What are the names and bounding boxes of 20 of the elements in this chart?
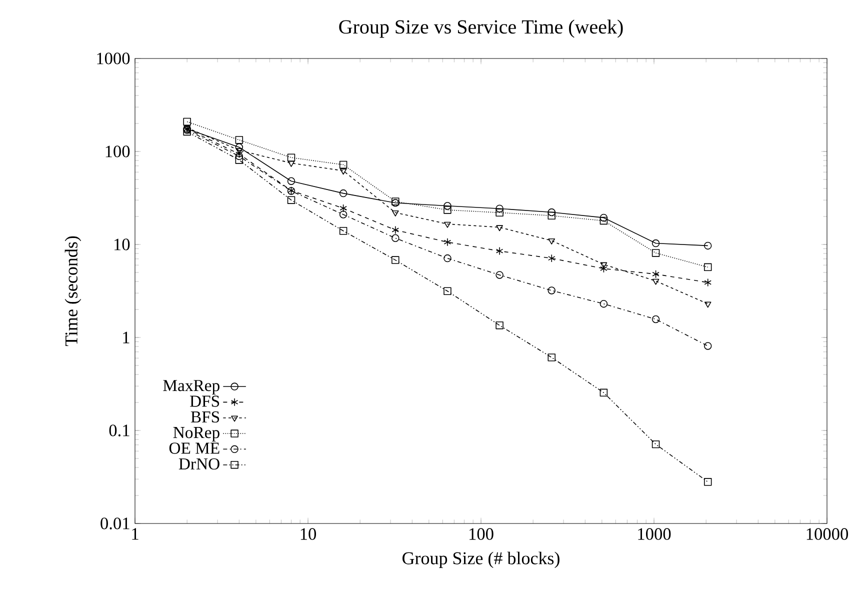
y-tick-label: 100	[106, 146, 130, 158]
y-tick-label: 0.01	[100, 518, 130, 530]
y-tick-label: 1	[123, 332, 130, 344]
x-tick-label: 10	[300, 528, 316, 540]
x-tick-label: 100	[470, 528, 494, 540]
x-axis-title: Group Size (# blocks)	[402, 552, 560, 568]
y-axis-title: Time (seconds)	[64, 236, 82, 346]
y-tick-label: 0.1	[109, 424, 130, 436]
y-tick-label: 1000	[97, 52, 130, 64]
legend-label: NoRep	[173, 427, 220, 442]
x-tick-label: 1	[132, 528, 138, 540]
y-tick-label: 10	[114, 238, 130, 250]
legend-label: BFS	[190, 411, 220, 423]
x-tick-label: 1000	[638, 528, 671, 540]
x-tick-label: 10000	[806, 528, 848, 540]
legend-label: DrNO	[178, 458, 220, 470]
legend-label: MaxRep	[163, 380, 220, 395]
chart-title: Group Size vs Service Time (week)	[339, 20, 623, 38]
legend-label: DFS	[190, 396, 220, 407]
legend-label: OE ME	[169, 442, 220, 454]
